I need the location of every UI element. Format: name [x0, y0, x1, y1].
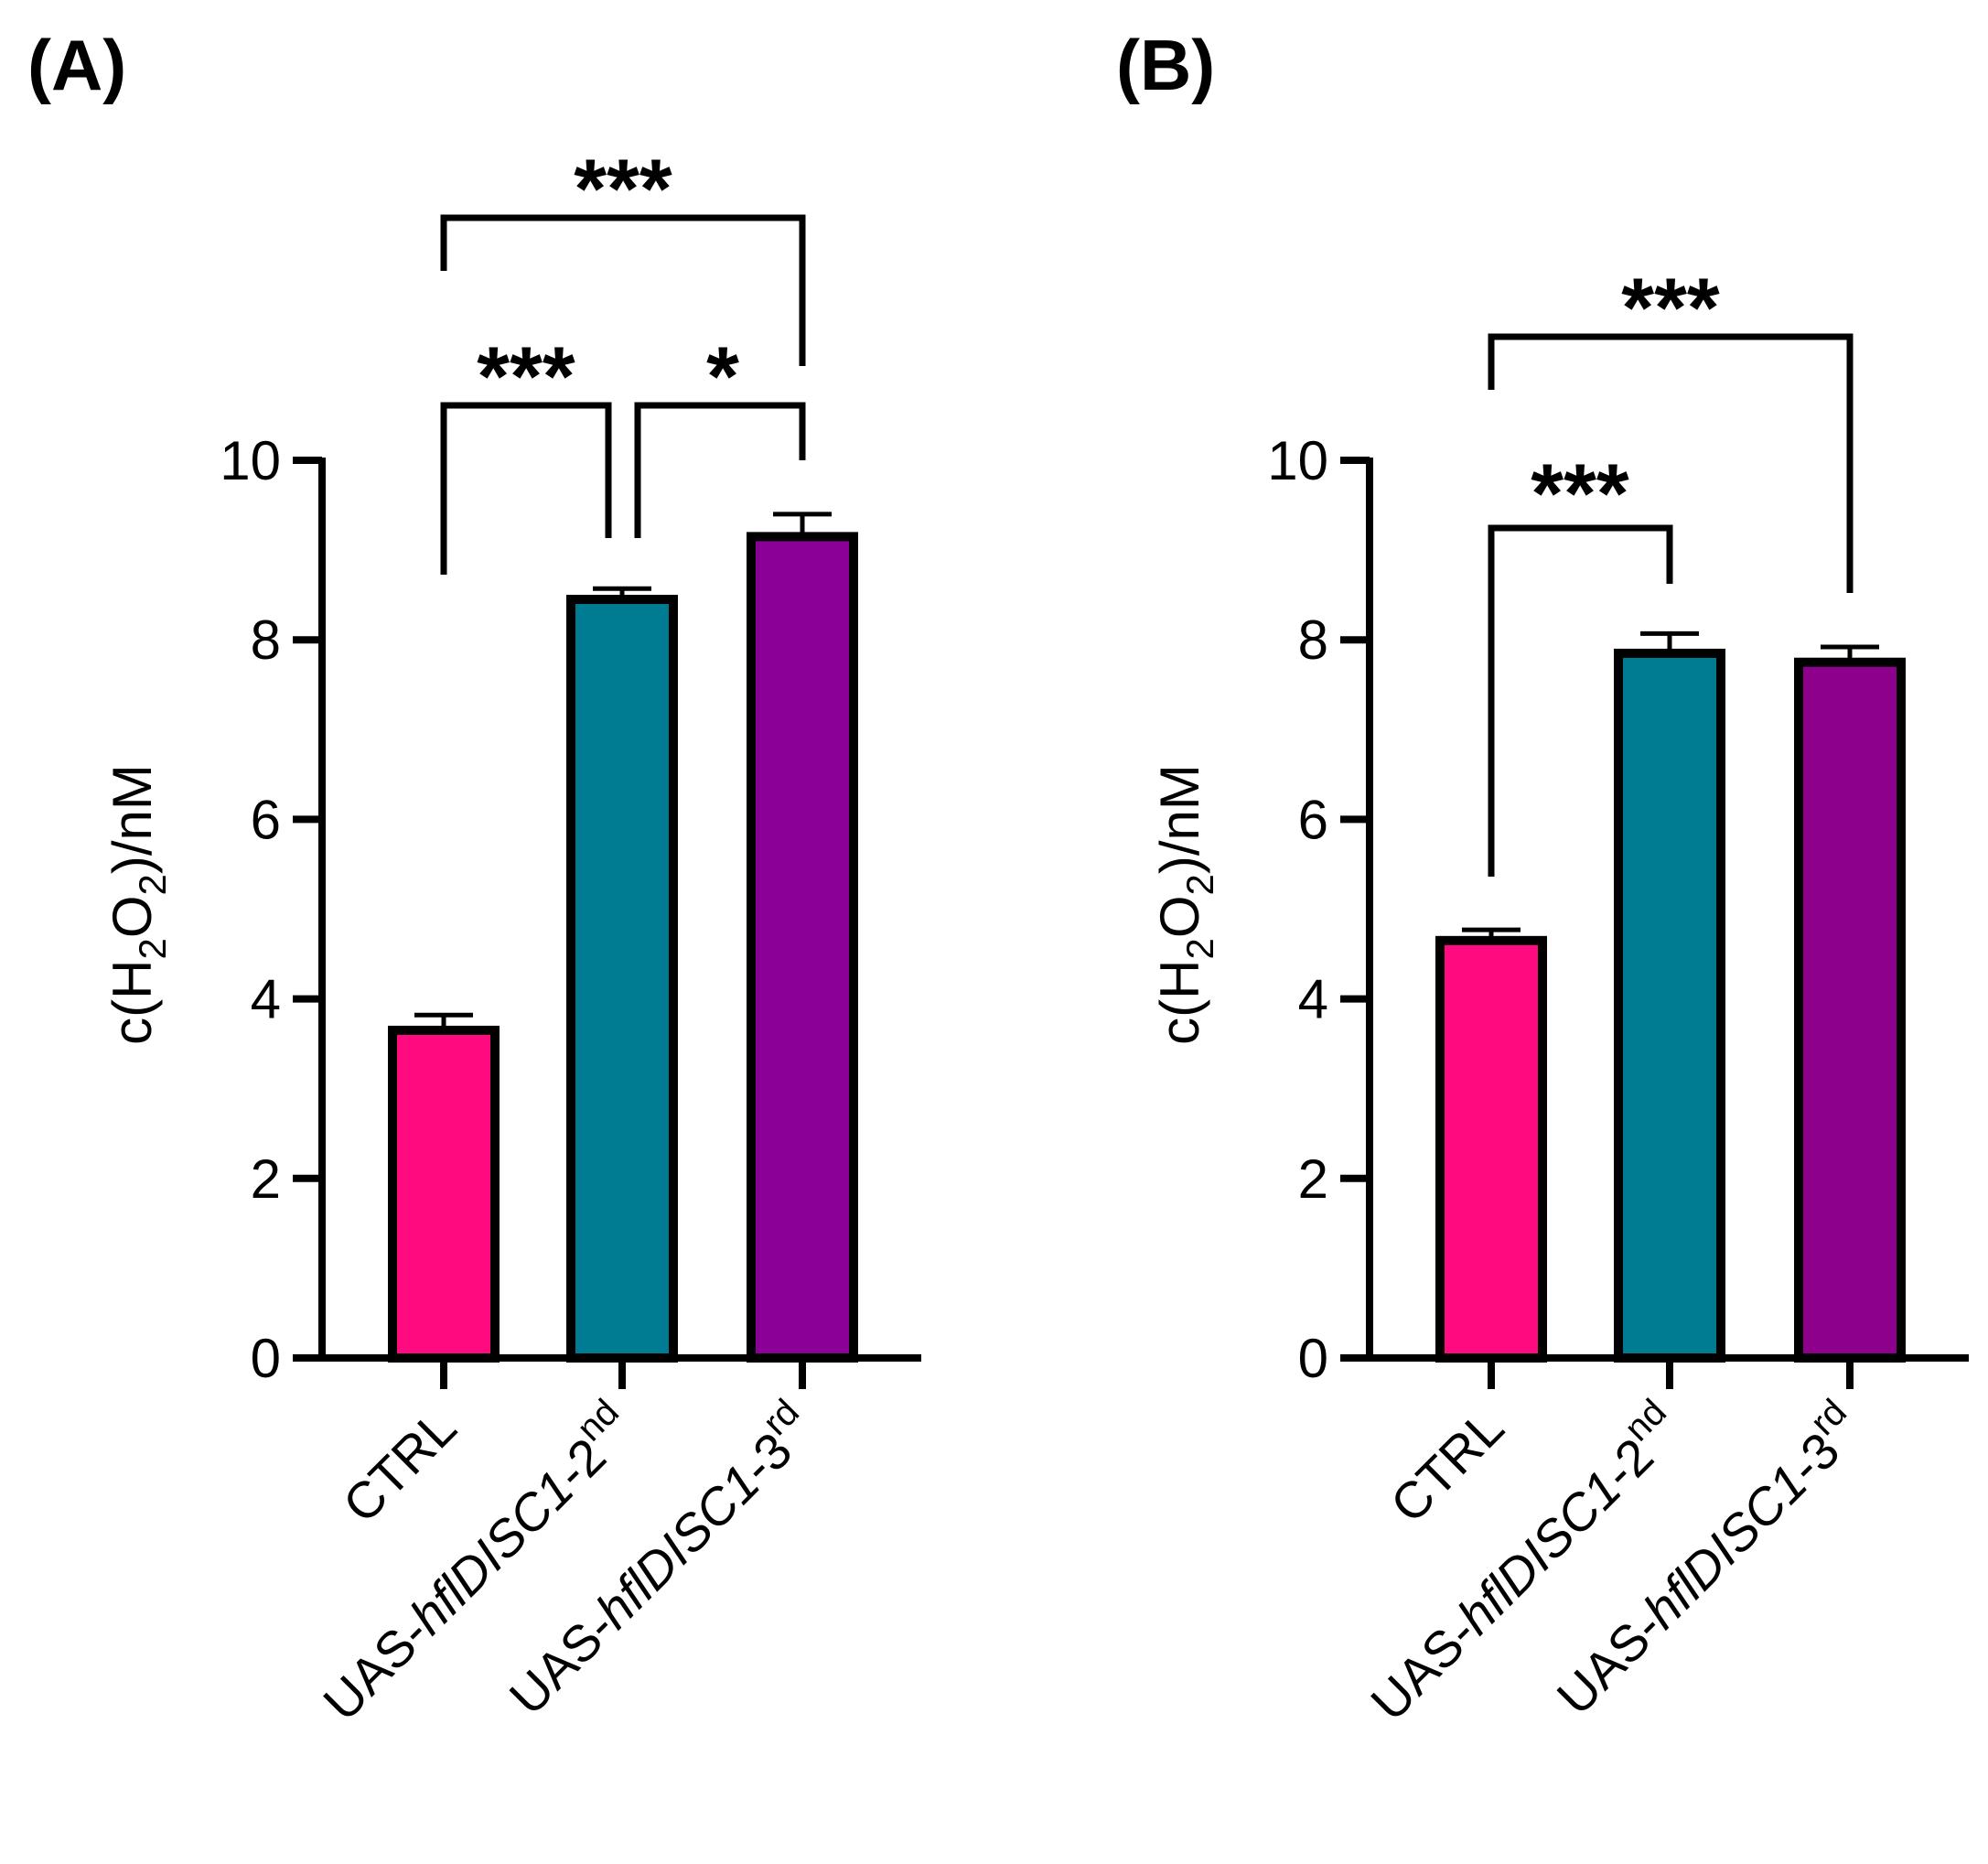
- y-axis-title-sub: 2: [1178, 938, 1221, 959]
- y-axis-title-sub: 2: [1178, 874, 1221, 895]
- bar: [1794, 657, 1906, 1363]
- y-tick-label: 8: [251, 609, 281, 671]
- significance-bracket: [440, 402, 612, 575]
- y-axis-title: c(H2O2)/nM: [1149, 764, 1221, 1045]
- x-tick-label-part: CTRL: [332, 1398, 467, 1534]
- chart-panel-b: (B)0246810c(H2O2)/nMCTRLUAS-hflDISC1-2nd…: [1116, 25, 1969, 1731]
- x-tick-label: CTRL: [332, 1398, 467, 1534]
- y-tick-label: 10: [220, 430, 281, 491]
- y-axis-title-part: )/nM: [1149, 764, 1210, 874]
- y-tick-label: 2: [251, 1148, 281, 1210]
- x-tick-label: CTRL: [1380, 1398, 1515, 1534]
- x-tick-label: UAS-hflDISC1-2nd: [306, 1392, 645, 1731]
- y-axis-title: c(H2O2)/nM: [102, 764, 174, 1045]
- x-tick-label-part: CTRL: [1380, 1398, 1515, 1534]
- bar: [388, 1025, 500, 1363]
- y-axis-title-sub: 2: [131, 874, 174, 895]
- bar: [747, 532, 858, 1363]
- significance-label: *: [706, 330, 739, 424]
- y-axis-title-part: O: [102, 896, 163, 939]
- y-tick-label: 2: [1298, 1148, 1328, 1210]
- chart-panel-a: (A)0246810c(H2O2)/nMCTRLUAS-hflDISC1-2nd…: [27, 25, 921, 1731]
- x-tick-label-italic: hflDISC1: [399, 1460, 585, 1645]
- y-tick-label: 4: [1298, 969, 1328, 1030]
- panel-label: (B): [1116, 25, 1215, 105]
- y-tick-label: 4: [251, 969, 281, 1030]
- x-tick-label-italic: hflDISC1: [585, 1453, 770, 1639]
- bar: [1614, 648, 1725, 1363]
- significance-label: ***: [1621, 262, 1720, 355]
- significance-bracket: [440, 214, 806, 366]
- y-tick-label: 6: [251, 789, 281, 850]
- x-tick-label-italic: hflDISC1: [1446, 1460, 1632, 1645]
- y-axis-title-part: O: [1149, 896, 1210, 939]
- y-axis-title-part: c(H: [102, 960, 163, 1045]
- bar: [1435, 935, 1547, 1363]
- x-tick-label: UAS-hflDISC1-2nd: [1353, 1392, 1692, 1731]
- panel-label: (A): [27, 25, 126, 105]
- significance-bracket: [1488, 333, 1854, 593]
- y-tick-label: 6: [1298, 789, 1328, 850]
- y-tick-label: 8: [1298, 609, 1328, 671]
- x-tick-label: UAS-hflDISC1-3rd: [1539, 1392, 1873, 1726]
- y-axis-title-part: c(H: [1149, 960, 1210, 1045]
- x-tick-label-italic: hflDISC1: [1632, 1453, 1818, 1639]
- bar: [566, 595, 678, 1363]
- significance-label: ***: [574, 143, 672, 236]
- y-axis-title-sub: 2: [131, 938, 174, 959]
- x-tick-label: UAS-hflDISC1-3rd: [491, 1392, 825, 1726]
- significance-bracket: [634, 402, 806, 538]
- y-tick-label: 10: [1267, 430, 1328, 491]
- y-tick-label: 0: [251, 1328, 281, 1389]
- significance-label: ***: [1531, 447, 1629, 541]
- significance-label: ***: [477, 330, 575, 424]
- significance-bracket: [1488, 524, 1673, 877]
- y-tick-label: 0: [1298, 1328, 1328, 1389]
- y-axis-title-part: )/nM: [102, 764, 163, 874]
